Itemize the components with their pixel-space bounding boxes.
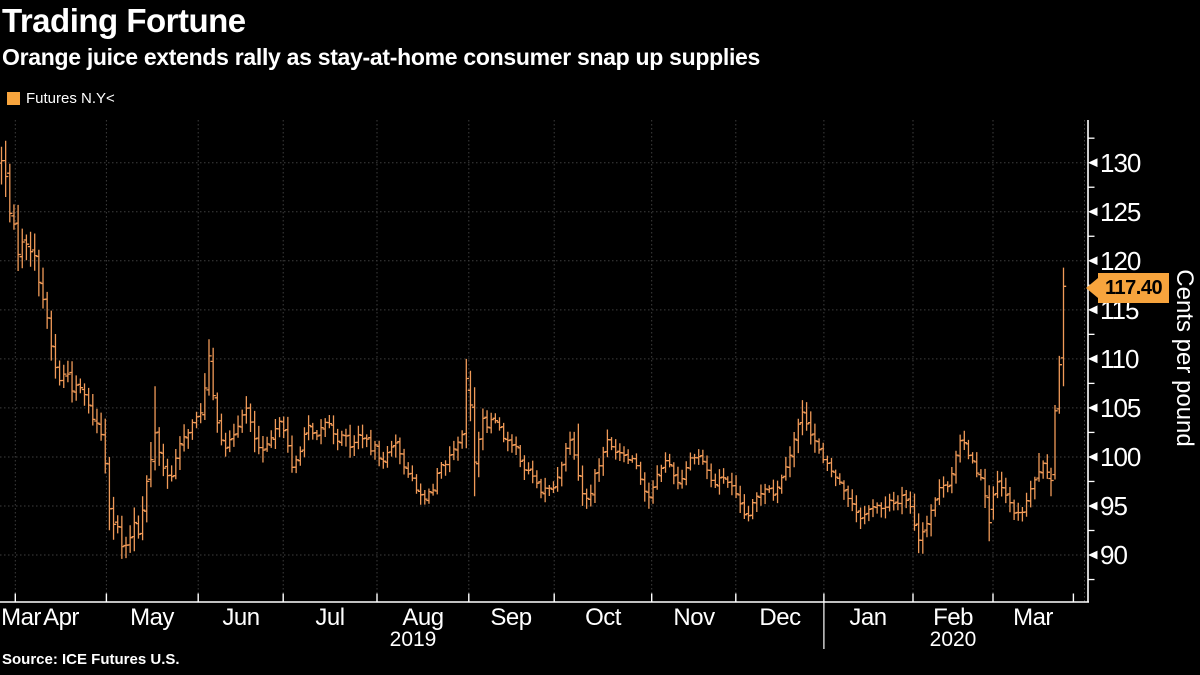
y-tick-label: 120: [1100, 245, 1141, 276]
x-year-label: 2019: [389, 628, 437, 651]
y-major-tick-arrow-icon: [1088, 256, 1098, 266]
x-month-label: Nov: [673, 604, 715, 631]
x-month-label: Mar: [1, 604, 41, 631]
y-major-tick-arrow-icon: [1088, 158, 1098, 168]
last-price-badge: 117.40: [1086, 273, 1170, 303]
x-month-label: Jan: [849, 604, 887, 631]
x-year-label: 2020: [929, 628, 977, 651]
y-major-tick-arrow-icon: [1088, 550, 1098, 560]
y-tick-label: 95: [1100, 490, 1128, 521]
price-badge-value: 117.40: [1098, 273, 1170, 303]
y-major-tick-arrow-icon: [1088, 452, 1098, 462]
x-month-label: Dec: [759, 604, 801, 631]
source-attribution: Source: ICE Futures U.S.: [2, 651, 180, 668]
x-month-label: Aug: [402, 604, 444, 631]
y-tick-label: 125: [1100, 196, 1141, 227]
x-month-label: Feb: [933, 604, 973, 631]
legend-swatch-icon: [7, 92, 20, 105]
ohlc-bars-series: [0, 140, 1067, 559]
y-tick-label: 90: [1100, 540, 1128, 571]
y-major-tick-arrow-icon: [1088, 501, 1098, 511]
chart-title: Trading Fortune: [2, 2, 246, 39]
x-month-label: Jun: [222, 604, 260, 631]
y-major-tick-arrow-icon: [1088, 354, 1098, 364]
y-tick-label: 130: [1100, 147, 1141, 178]
legend-label: Futures N.Y<: [26, 90, 115, 107]
y-major-tick-arrow-icon: [1088, 305, 1098, 315]
price-badge-arrow-icon: [1086, 278, 1098, 298]
x-month-label: Mar: [1013, 604, 1053, 631]
chart-subtitle: Orange juice extends rally as stay-at-ho…: [2, 44, 761, 70]
x-month-label: Apr: [43, 604, 79, 631]
y-tick-label: 100: [1100, 441, 1141, 472]
y-tick-label: 110: [1100, 343, 1139, 374]
x-month-label: Jul: [315, 604, 345, 631]
y-axis-title: Cents per pound: [1171, 269, 1198, 447]
x-month-label: Sep: [490, 604, 532, 631]
x-month-label: May: [130, 604, 174, 631]
y-major-tick-arrow-icon: [1088, 403, 1098, 413]
y-tick-label: 105: [1100, 392, 1141, 423]
y-major-tick-arrow-icon: [1088, 207, 1098, 217]
legend: Futures N.Y<: [7, 90, 115, 107]
x-month-label: Oct: [585, 604, 621, 631]
